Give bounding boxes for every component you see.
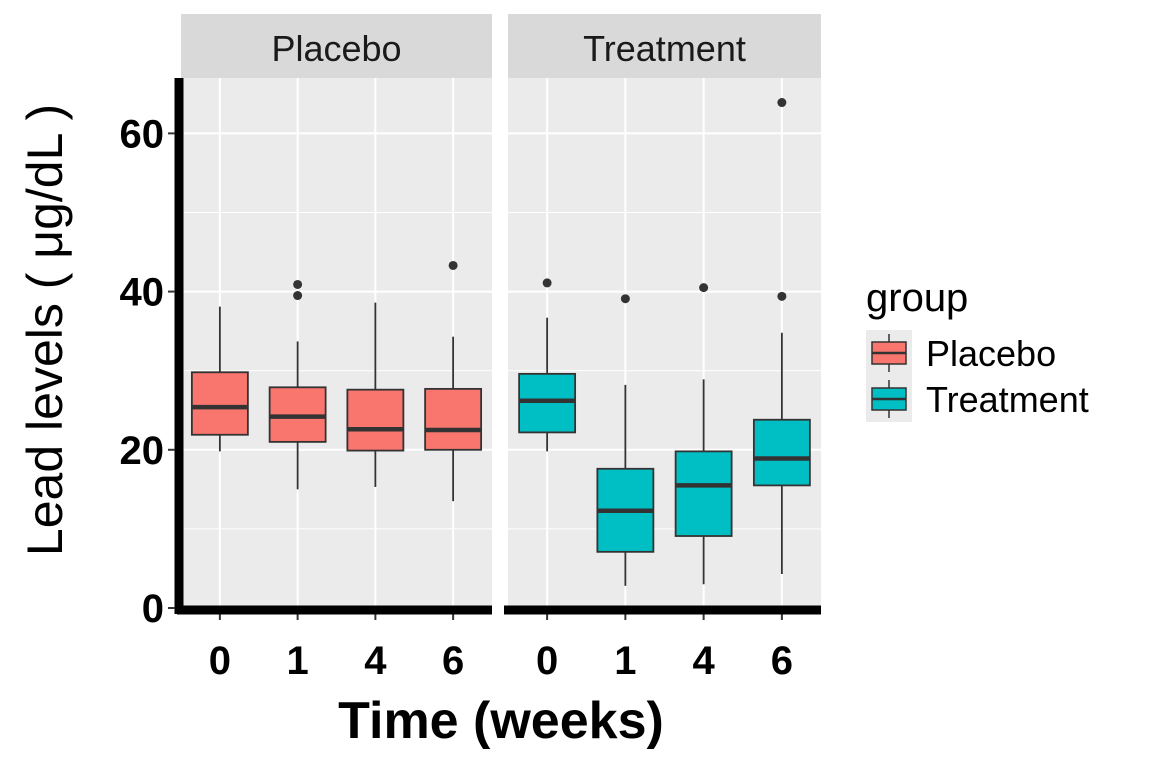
strip-background <box>508 14 821 78</box>
y-tick-label: 60 <box>120 112 165 156</box>
box-treatment-week-6 <box>752 98 811 574</box>
y-axis-title: Lead levels ( μg/dL ) <box>17 104 73 556</box>
x-tick-label: 1 <box>614 639 636 683</box>
outlier-point <box>542 278 552 288</box>
outlier-point <box>448 260 458 270</box>
x-tick-label: 6 <box>771 639 793 683</box>
box-placebo-week-0 <box>190 306 249 452</box>
outlier-point <box>777 98 787 108</box>
strip-label: Placebo <box>271 28 401 69</box>
box-treatment-week-4 <box>674 283 733 585</box>
panel-background <box>508 78 821 608</box>
x-tick-label: 4 <box>693 639 716 683</box>
x-tick-label: 0 <box>209 639 231 683</box>
y-tick-label: 20 <box>120 429 165 473</box>
box-iqr <box>424 387 483 451</box>
outlier-point <box>620 294 630 304</box>
box-iqr <box>518 372 577 434</box>
outlier-point <box>699 283 709 293</box>
x-tick-label: 4 <box>364 639 387 683</box>
y-tick-label: 0 <box>142 587 164 631</box>
axes: 0 20 40 60 <box>120 78 184 631</box>
x-tick-label: 0 <box>536 639 558 683</box>
box-iqr <box>346 388 405 452</box>
y-tick-label: 40 <box>120 271 165 315</box>
outlier-point <box>293 291 303 301</box>
box-treatment-week-0 <box>518 278 577 452</box>
strip-background <box>181 14 492 78</box>
legend-label: Treatment <box>926 379 1089 420</box>
legend: group Placebo Treatment <box>866 276 1089 422</box>
box-placebo-week-6 <box>424 260 483 502</box>
outlier-point <box>777 291 787 301</box>
x-tick-label: 6 <box>442 639 464 683</box>
legend-item-placebo: Placebo <box>866 330 1056 376</box>
box-iqr <box>190 371 249 436</box>
box-iqr <box>674 450 733 537</box>
panel-treatment: Treatment 0 1 4 6 <box>504 14 821 683</box>
box-treatment-week-1 <box>596 294 655 586</box>
x-tick-label: 1 <box>287 639 309 683</box>
legend-item-treatment: Treatment <box>866 376 1089 422</box>
x-axis-title: Time (weeks) <box>338 692 664 750</box>
panel-background <box>181 78 492 608</box>
panel-placebo: Placebo 0 1 4 6 <box>177 14 492 683</box>
box-placebo-week-4 <box>346 302 405 487</box>
legend-label: Placebo <box>926 333 1056 374</box>
box-iqr <box>752 418 811 487</box>
strip-label: Treatment <box>583 28 746 69</box>
facet-panels: Placebo 0 1 4 6 Treatment 0 1 4 6 <box>177 14 821 683</box>
outlier-point <box>293 279 303 289</box>
legend-title: group <box>866 276 968 320</box>
box-placebo-week-1 <box>268 279 327 490</box>
